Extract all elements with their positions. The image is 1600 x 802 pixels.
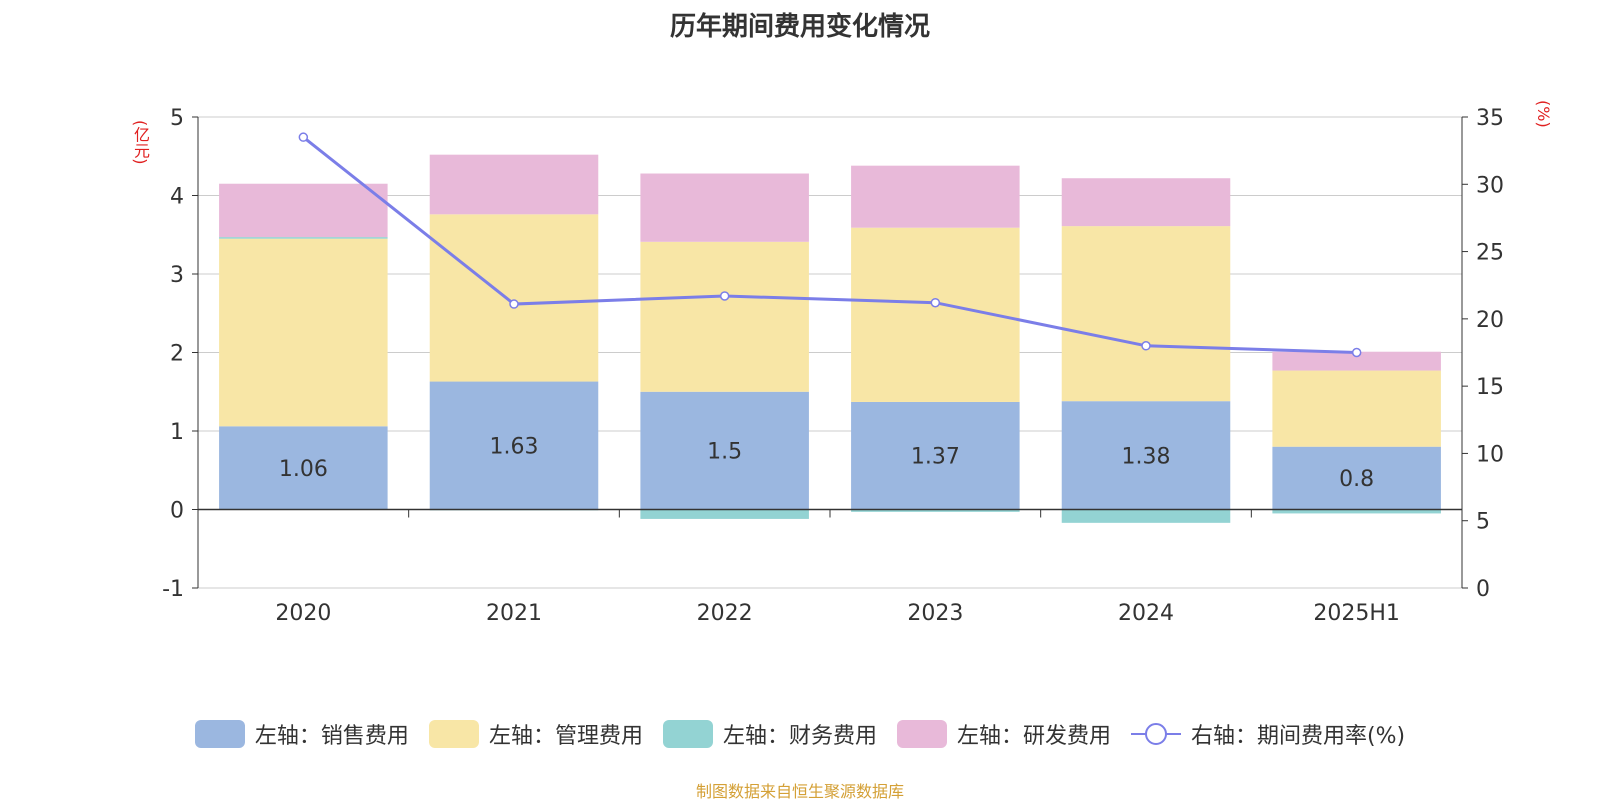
rate-point: [719, 291, 730, 301]
right-axis-unit: (%): [1534, 100, 1553, 128]
left-axis-tick-label: 1: [170, 420, 184, 445]
bar-segment: [1061, 401, 1231, 510]
bar-segment: [219, 237, 388, 239]
rate-point: [1141, 341, 1151, 351]
right-axis-tick-label: 30: [1476, 173, 1504, 198]
left-axis-tick-label: 0: [170, 499, 184, 524]
bar-segment: [219, 238, 388, 427]
bar-segment: [219, 183, 388, 238]
bar-data-label: 1.06: [279, 457, 328, 482]
bar-segment: [640, 173, 809, 242]
bar-segment: [851, 401, 1020, 510]
x-axis-tick-label: 2024: [1118, 601, 1174, 626]
bar-segment: [851, 509, 1020, 512]
bar-data-label: 0.8: [1339, 467, 1374, 492]
rate-point: [298, 132, 309, 142]
legend-item[interactable]: 右轴：期间费用率(%): [1130, 718, 1406, 750]
left-axis-tick-label: 4: [170, 185, 184, 210]
bar-segment: [1272, 370, 1441, 447]
left-axis-unit: (亿元): [131, 120, 150, 165]
right-axis-tick-label: 20: [1476, 308, 1504, 333]
source-note: 制图数据来自恒生聚源数据库: [695, 782, 904, 801]
x-axis-tick-label: 2025H1: [1313, 601, 1400, 626]
bar-segment: [1061, 509, 1231, 523]
x-axis-tick-label: 2021: [486, 601, 542, 626]
right-axis-tick-label: 10: [1476, 442, 1504, 467]
bar-data-label: 1.5: [707, 440, 742, 465]
bar-segment: [429, 381, 599, 510]
legend-label: 左轴：管理费用: [488, 724, 643, 749]
bar-data-label: 1.37: [911, 445, 960, 470]
bar-segment: [1272, 446, 1441, 510]
legend-label: 右轴：期间费用率(%): [1190, 724, 1406, 749]
bar-segment: [1272, 351, 1441, 371]
bar-segment: [219, 426, 388, 510]
bar-segment: [640, 509, 809, 519]
left-axis-tick-label: 2: [170, 342, 184, 367]
bar-segment: [429, 154, 599, 215]
legend-swatch: [662, 720, 713, 748]
right-axis-tick-label: 35: [1476, 106, 1504, 131]
legend-swatch: [896, 720, 947, 748]
bar-segment: [429, 214, 599, 382]
rate-point: [930, 297, 941, 308]
legend-item[interactable]: 左轴：财务费用: [662, 718, 877, 750]
legend-item[interactable]: 左轴：销售费用: [194, 718, 409, 750]
legend-item[interactable]: 左轴：管理费用: [428, 718, 643, 750]
legend-label: 左轴：研发费用: [956, 724, 1111, 749]
right-axis-tick-label: 5: [1476, 510, 1490, 535]
rate-line: [302, 136, 1357, 354]
legend: 左轴：销售费用 左轴：管理费用 左轴：财务费用 左轴：研发费用 右轴：期间费用率(%): [0, 718, 1600, 750]
left-axis-tick-label: 5: [170, 106, 184, 131]
bar-segment: [1061, 226, 1231, 402]
right-axis-tick-label: 15: [1476, 375, 1504, 400]
right-axis-tick-label: 25: [1476, 241, 1504, 266]
legend-swatch: [194, 720, 245, 748]
left-axis-tick-label: 3: [170, 263, 184, 288]
bar-segment: [1061, 178, 1231, 227]
bar-segment: [640, 391, 809, 510]
left-axis-tick-label: -1: [162, 577, 184, 602]
rate-point: [1351, 347, 1362, 358]
chart-title: 历年期间费用变化情况: [669, 12, 930, 42]
legend-label: 左轴：销售费用: [254, 724, 409, 749]
legend-line-marker: [1130, 723, 1181, 745]
x-axis-tick-label: 2023: [907, 601, 963, 626]
chart-canvas: 543210-1353025201510501.0620201.6320211.…: [162, 106, 1504, 626]
rate-point: [509, 299, 519, 309]
legend-item[interactable]: 左轴：研发费用: [896, 718, 1111, 750]
bar-data-label: 1.38: [1122, 444, 1171, 469]
bar-segment: [851, 165, 1020, 228]
bar-segment: [640, 241, 809, 392]
legend-label: 左轴：财务费用: [722, 724, 877, 749]
bar-data-label: 1.63: [490, 435, 539, 460]
legend-swatch: [428, 720, 479, 748]
x-axis-tick-label: 2020: [275, 601, 331, 626]
bar-segment: [1272, 509, 1441, 514]
x-axis-tick-label: 2022: [697, 601, 753, 626]
right-axis-tick-label: 0: [1476, 577, 1490, 602]
